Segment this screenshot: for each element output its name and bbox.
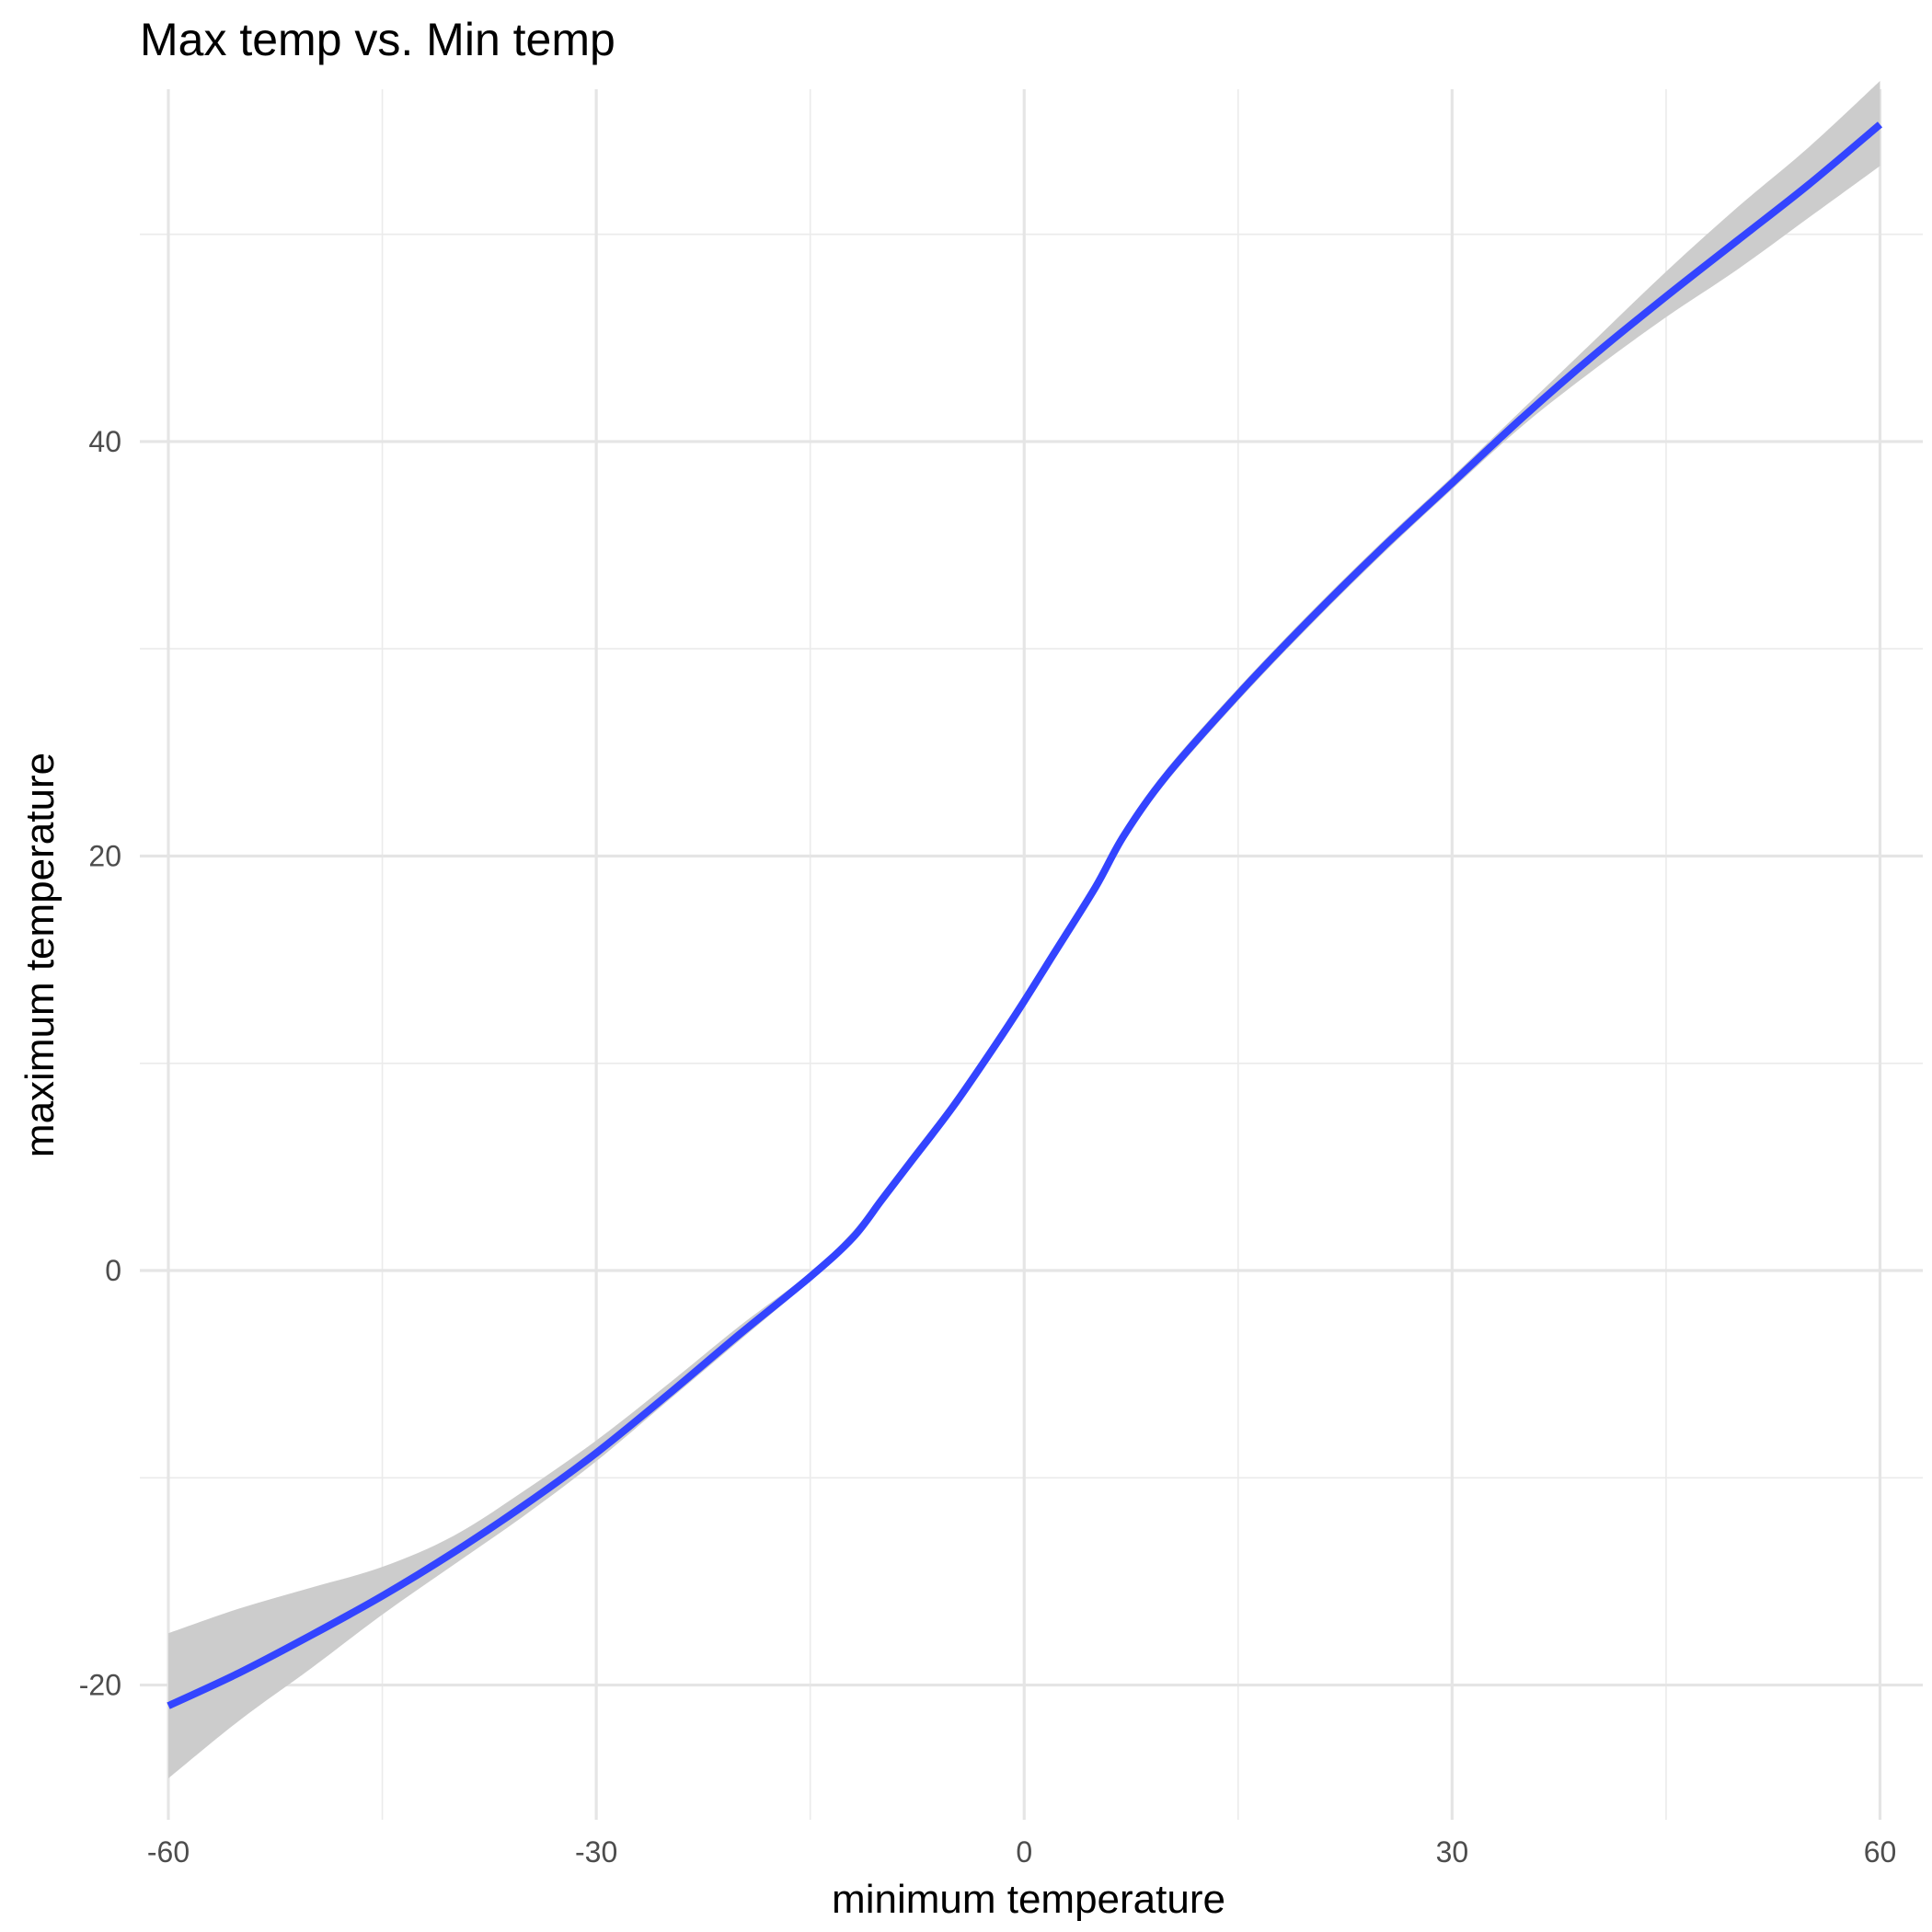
y-axis-tick-labels: -20 0 20 40 — [79, 425, 121, 1702]
x-axis-title: minimum temperature — [832, 1877, 1225, 1922]
smooth-line-layer — [167, 121, 1883, 1709]
x-tick-label: -60 — [147, 1835, 190, 1869]
y-tick-label: 20 — [88, 839, 121, 872]
x-tick-label: 0 — [1016, 1835, 1032, 1869]
major-grid — [140, 89, 1923, 1820]
x-tick-label: -30 — [575, 1835, 617, 1869]
chart-title: Max temp vs. Min temp — [140, 14, 615, 65]
y-axis-title: maximum temperature — [17, 753, 63, 1157]
y-tick-label: -20 — [79, 1669, 121, 1702]
confidence-band-layer — [168, 80, 1880, 1778]
minor-grid — [140, 89, 1923, 1820]
y-tick-label: 0 — [105, 1254, 121, 1287]
y-tick-label: 40 — [88, 425, 121, 458]
x-axis-tick-labels: -60 -30 0 30 60 — [147, 1835, 1896, 1869]
smooth-trend-line — [167, 121, 1883, 1709]
x-tick-label: 30 — [1436, 1835, 1469, 1869]
x-tick-label: 60 — [1864, 1835, 1897, 1869]
confidence-band — [168, 80, 1880, 1778]
